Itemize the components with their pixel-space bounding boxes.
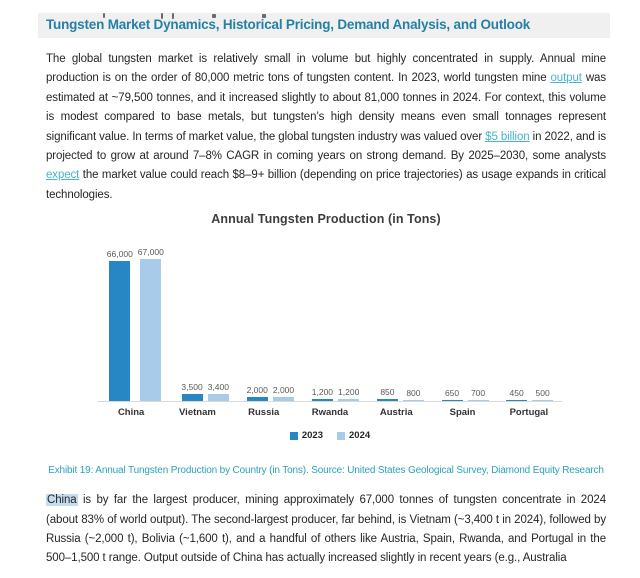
x-axis-label-portugal: Portugal <box>509 407 549 419</box>
inline-link-expect[interactable]: expect <box>46 169 80 182</box>
bar-value-label: 3,400 <box>207 382 229 393</box>
bar-value-label: 650 <box>444 387 460 398</box>
bar-group-rwanda: 1,200 1,200 <box>312 387 359 402</box>
bar-vietnam-2023 <box>181 393 203 402</box>
highlighted-term: China <box>46 494 78 507</box>
bar-slot: 1,200 <box>338 387 359 402</box>
tungsten-production-chart: Annual Tungsten Production (in Tons) 66,… <box>46 212 606 441</box>
paragraph-text: is by far the largest producer, mining a… <box>46 494 606 565</box>
chart-x-axis-labels: China Vietnam Russia Rwanda Austria Spain Port… <box>98 407 562 418</box>
legend-swatch-icon <box>289 431 298 440</box>
bar-slot: 67,000 <box>137 247 164 402</box>
inline-link-5-billion[interactable]: $5 billion <box>485 130 530 143</box>
chart-bars: 66,000 67,000 3,500 3,400 2,000 2,000 1,200 1,2… <box>98 244 562 403</box>
bar-spain-2023 <box>441 399 463 402</box>
text-descender <box>212 14 216 18</box>
bar-china-2023 <box>109 261 131 402</box>
bar-austria-2023 <box>376 399 398 402</box>
bar-value-label: 800 <box>406 387 421 398</box>
bar-russia-2023 <box>246 397 268 402</box>
paragraph-market-overview: The global tungsten market is relatively… <box>46 50 606 205</box>
bar-slot: 700 <box>467 387 489 402</box>
bar-slot: 1,200 <box>312 387 333 402</box>
x-axis-label-spain: Spain <box>449 407 476 419</box>
bar-value-label: 1,200 <box>311 386 334 397</box>
bar-group-russia: 2,000 2,000 <box>246 385 295 402</box>
paragraph-text: was estimated at ~79,500 tonnes, and it … <box>46 72 606 143</box>
bar-value-label: 2,000 <box>246 385 268 396</box>
text-descender <box>161 13 163 19</box>
legend-label: 2024 <box>349 430 371 442</box>
bar-portugal-2024 <box>532 399 554 402</box>
exhibit-caption: Exhibit 19: Annual Tungsten Production b… <box>48 465 604 477</box>
bar-rwanda-2023 <box>311 398 333 402</box>
chart-legend: 2023 2024 <box>98 430 562 441</box>
legend-label: 2023 <box>301 430 323 442</box>
text-descender <box>103 13 105 18</box>
bar-slot: 2,000 <box>246 385 268 402</box>
bar-value-label: 850 <box>380 387 395 398</box>
x-axis-label-rwanda: Rwanda <box>311 407 349 419</box>
bar-group-spain: 650 700 <box>441 387 489 402</box>
legend-item-2024: 2024 <box>337 430 370 441</box>
bar-slot: 850 <box>376 387 398 402</box>
chart-plot-area: 66,000 67,000 3,500 3,400 2,000 2,000 1,200 1,2… <box>98 244 562 418</box>
bar-group-austria: 850 800 <box>376 387 424 402</box>
legend-swatch-icon <box>337 431 345 440</box>
section-heading: Tungsten Market Dynamics, Historical Pri… <box>46 17 531 32</box>
paragraph-text: in 2022, and is projected to grow at aro… <box>46 130 606 163</box>
bar-slot: 800 <box>402 387 424 402</box>
bar-value-label: 450 <box>509 387 524 398</box>
bar-austria-2024 <box>402 399 424 402</box>
chart-title: Annual Tungsten Production (in Tons) <box>211 212 441 227</box>
document-page: Tungsten Market Dynamics, Historical Pri… <box>0 13 640 578</box>
bar-slot: 2,000 <box>272 385 295 402</box>
bar-slot: 3,500 <box>181 381 203 402</box>
x-axis-label-china: China <box>117 407 145 419</box>
bar-value-label: 1,200 <box>338 386 360 397</box>
bar-china-2024 <box>140 259 162 402</box>
bar-vietnam-2024 <box>207 394 229 402</box>
bar-spain-2024 <box>467 399 489 402</box>
text-descender <box>172 13 174 19</box>
bar-value-label: 66,000 <box>106 249 133 260</box>
bar-slot: 650 <box>441 387 463 402</box>
legend-item-2023: 2023 <box>289 430 323 442</box>
bar-value-label: 2,000 <box>272 385 295 396</box>
bar-value-label: 500 <box>535 387 550 398</box>
bar-slot: 450 <box>506 387 528 402</box>
bar-russia-2024 <box>273 397 294 402</box>
clipped-text-line <box>0 13 640 19</box>
bar-value-label: 67,000 <box>137 247 164 258</box>
bar-group-china: 66,000 67,000 <box>106 247 164 402</box>
paragraph-text: The global tungsten market is relatively… <box>46 53 606 85</box>
x-axis-label-austria: Austria <box>379 407 413 419</box>
bar-slot: 3,400 <box>207 382 229 402</box>
bar-value-label: 3,500 <box>181 381 203 392</box>
text-descender <box>262 14 266 18</box>
bar-slot: 66,000 <box>106 249 133 402</box>
bar-rwanda-2024 <box>338 398 360 402</box>
section-heading-bar: Tungsten Market Dynamics, Historical Pri… <box>38 13 610 38</box>
paragraph-producers: China is by far the largest producer, mi… <box>46 491 606 569</box>
bar-value-label: 700 <box>470 387 486 398</box>
bar-group-vietnam: 3,500 3,400 <box>181 381 229 402</box>
paragraph-text: the market value could reach $8–9+ billi… <box>46 169 606 201</box>
inline-link-output[interactable]: output <box>550 72 582 85</box>
bar-portugal-2023 <box>506 399 528 402</box>
bar-group-portugal: 450 500 <box>506 387 554 402</box>
bar-slot: 500 <box>532 387 554 402</box>
x-axis-label-vietnam: Vietnam <box>179 407 216 419</box>
x-axis-label-russia: Russia <box>248 407 280 419</box>
